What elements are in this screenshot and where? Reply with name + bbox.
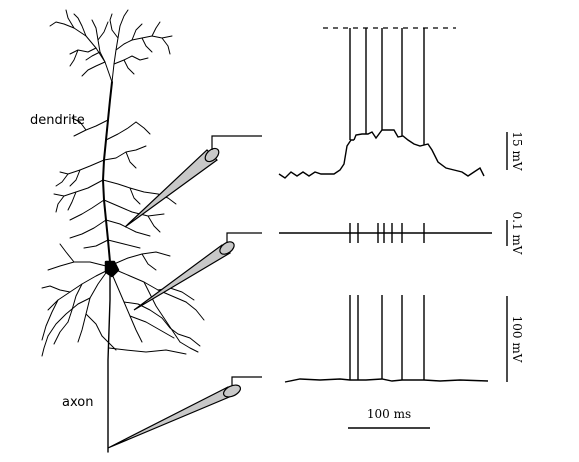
- scale-label-100ms: 100 ms: [367, 407, 411, 421]
- neuron-morphology: [41, 9, 205, 453]
- apical-tuft: [49, 9, 173, 83]
- synaptic-trace: [279, 223, 492, 243]
- scale-label-100mv: 100 mV: [510, 316, 524, 363]
- dendrite-trace: [278, 28, 485, 179]
- dendrite-label: dendrite: [30, 113, 85, 128]
- soma: [104, 260, 120, 278]
- axon-trace: [284, 295, 489, 383]
- electrode-soma: [133, 232, 262, 311]
- electrode-axon: [107, 376, 262, 449]
- scale-label-15mv: 15 mV: [510, 131, 524, 170]
- axon-collateral: [108, 347, 187, 355]
- scale-bar-15mv: 15 mV: [506, 131, 524, 171]
- axon-label: axon: [62, 395, 93, 410]
- scale-bar-0.1mv: 0.1 mV: [506, 212, 524, 255]
- oblique-dendrites: [53, 117, 177, 249]
- scale-label-0.1mv: 0.1 mV: [510, 212, 524, 255]
- axon-shaft: [107, 275, 111, 453]
- scale-bar-100ms: 100 ms: [348, 407, 430, 429]
- basal-dendrites: [41, 243, 205, 357]
- electrode-dendrite: [124, 135, 262, 228]
- scale-bar-100mv: 100 mV: [506, 296, 524, 382]
- apical-trunk: [102, 81, 113, 263]
